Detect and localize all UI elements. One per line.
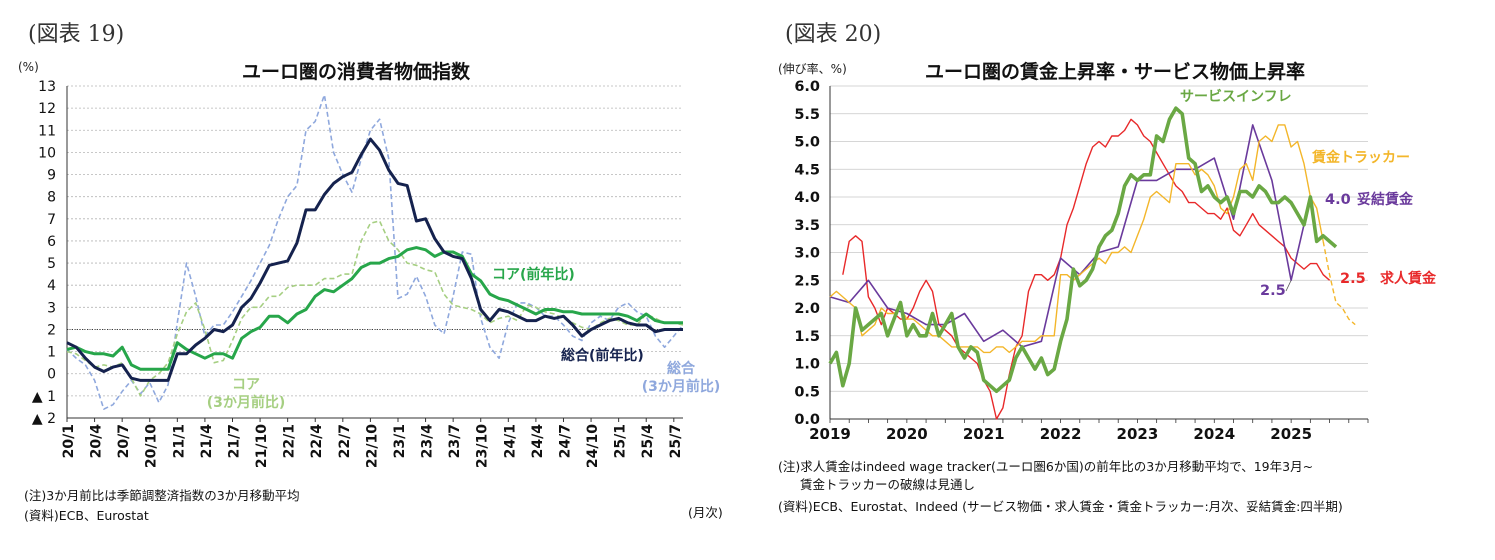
y-tick-label: 5 bbox=[47, 256, 56, 272]
x-tick-label: 21/4 bbox=[199, 424, 215, 459]
series-line-コア(前年比) bbox=[66, 246, 683, 371]
y-tick-label: 1 bbox=[47, 345, 56, 361]
y-tick-label: 2 bbox=[47, 322, 56, 338]
fig19-note: (注)3か月前比は季節調整済指数の3か月移動平均 bbox=[24, 488, 300, 503]
series-line-求人賃金 bbox=[842, 118, 1331, 420]
x-tick-label: 2021 bbox=[963, 425, 1005, 443]
series-forecast-賃金トラッカー bbox=[1322, 241, 1356, 326]
annotation-negotiated-2-5: 2.5 bbox=[1260, 283, 1286, 299]
fig20-note-line2: 賃金トラッカーの破線は見通し bbox=[800, 477, 976, 492]
y-tick-label: 11 bbox=[38, 123, 56, 139]
y-tick-label: 4.5 bbox=[794, 162, 820, 178]
x-tick-label: 21/1 bbox=[171, 424, 187, 458]
fig19-label: (図表 19) bbox=[28, 22, 125, 47]
y-tick-label: 0.5 bbox=[794, 384, 820, 400]
x-tick-label: 22/4 bbox=[309, 424, 325, 459]
label-posted-wages: 求人賃金 bbox=[1380, 270, 1437, 287]
fig20-label: (図表 20) bbox=[785, 22, 882, 47]
y-tick-label: 4.0 bbox=[794, 190, 820, 206]
x-tick-label: 2025 bbox=[1270, 425, 1312, 443]
y-tick-label: 9 bbox=[47, 168, 56, 184]
x-tick-label: 23/7 bbox=[447, 424, 463, 458]
x-tick-label: 22/10 bbox=[364, 424, 380, 468]
x-tick-label: 24/7 bbox=[557, 424, 573, 458]
label-core-yoy: コア(前年比) bbox=[492, 266, 575, 283]
y-tick-label: 3 bbox=[47, 300, 56, 316]
x-tick-label: 20/7 bbox=[116, 424, 132, 458]
y-tick-label: ▲ 2 bbox=[32, 411, 56, 427]
label-core-3m: (3か月前比) bbox=[207, 394, 286, 411]
fig19-frequency: (月次) bbox=[688, 505, 723, 520]
y-tick-label: 1.0 bbox=[794, 357, 820, 373]
x-tick-label: 25/1 bbox=[613, 424, 629, 458]
y-tick-label: 1.5 bbox=[794, 329, 820, 345]
x-tick-label: 2019 bbox=[809, 425, 851, 443]
fig19-source: (資料)ECB、Eurostat bbox=[24, 508, 149, 523]
label-core-3m: コア bbox=[232, 377, 260, 393]
y-tick-label: 2.5 bbox=[794, 273, 820, 289]
y-tick-label: 13 bbox=[38, 79, 56, 95]
annotation-negotiated-4-0: 4.0 bbox=[1325, 192, 1351, 208]
fig20-unit-label: (伸び率、%) bbox=[778, 62, 847, 76]
y-tick-label: 4 bbox=[47, 278, 56, 294]
label-negotiated-wages: 妥結賃金 bbox=[1357, 191, 1414, 208]
x-tick-label: 23/1 bbox=[392, 424, 408, 458]
x-tick-label: 20/10 bbox=[144, 424, 160, 468]
x-tick-label: 2023 bbox=[1117, 425, 1159, 443]
x-tick-label: 20/1 bbox=[61, 424, 77, 458]
label-headline-yoy: 総合(前年比) bbox=[561, 347, 644, 364]
series-line-サービスインフレ bbox=[828, 106, 1338, 394]
series-line-総合(前年比) bbox=[66, 137, 683, 382]
x-tick-label: 25/4 bbox=[640, 424, 656, 459]
y-tick-label: 10 bbox=[38, 145, 56, 161]
x-tick-label: 24/1 bbox=[502, 424, 518, 458]
x-tick-label: 25/7 bbox=[668, 424, 684, 458]
y-tick-label: 7 bbox=[47, 212, 56, 228]
fig20-note-line1: (注)求人賃金はindeed wage tracker(ユーロ圏6か国)の前年比… bbox=[778, 459, 1314, 474]
label-headline-3m: (3か月前比) bbox=[642, 378, 721, 395]
y-tick-label: 5.0 bbox=[794, 135, 820, 151]
x-tick-label: 21/7 bbox=[226, 424, 242, 458]
x-tick-label: 22/7 bbox=[337, 424, 353, 458]
x-tick-label: 2020 bbox=[886, 425, 928, 443]
y-tick-label: 3.5 bbox=[794, 218, 820, 234]
annotation-posted-2-5: 2.5 bbox=[1340, 271, 1366, 287]
y-tick-label: ▲ 1 bbox=[32, 389, 56, 405]
fig19-unit-label: (%) bbox=[18, 60, 39, 74]
x-tick-label: 24/4 bbox=[530, 424, 546, 459]
y-tick-label: 6.0 bbox=[794, 79, 820, 95]
y-tick-label: 5.5 bbox=[794, 107, 820, 123]
y-tick-label: 6 bbox=[47, 234, 56, 250]
series-line-コア(3か月前比) bbox=[66, 220, 684, 397]
label-headline-3m: 総合 bbox=[667, 360, 696, 377]
x-tick-label: 21/10 bbox=[254, 424, 270, 468]
y-tick-label: 2.0 bbox=[794, 301, 820, 317]
x-tick-label: 24/10 bbox=[585, 424, 601, 468]
x-tick-label: 23/10 bbox=[475, 424, 491, 468]
y-tick-label: 3.0 bbox=[794, 246, 820, 262]
y-tick-label: 0 bbox=[47, 367, 56, 383]
x-tick-label: 22/1 bbox=[282, 424, 298, 458]
wage-services-chart: ユーロ圏の賃金上昇率・サービス物価上昇率 6.0 5.5 5.0 4.5 4.0 3.5 3.… bbox=[794, 60, 1437, 443]
label-wage-tracker: 賃金トラッカー bbox=[1311, 149, 1410, 166]
x-tick-label: 2024 bbox=[1193, 425, 1235, 443]
chart-title: ユーロ圏の消費者物価指数 bbox=[242, 60, 471, 83]
x-tick-label: 2022 bbox=[1040, 425, 1082, 443]
y-tick-label: 0.0 bbox=[794, 412, 820, 428]
annotation-leader bbox=[1285, 280, 1292, 292]
label-services-inflation: サービスインフレ bbox=[1180, 89, 1292, 105]
y-tick-label: 8 bbox=[47, 190, 56, 206]
x-tick-label: 23/4 bbox=[420, 424, 436, 459]
y-tick-label: 12 bbox=[38, 101, 56, 117]
fig20-source: (資料)ECB、Eurostat、Indeed (サービス物価・求人賃金・賃金ト… bbox=[778, 499, 1343, 514]
chart-title: ユーロ圏の賃金上昇率・サービス物価上昇率 bbox=[925, 60, 1305, 83]
x-tick-label: 20/4 bbox=[89, 424, 105, 459]
